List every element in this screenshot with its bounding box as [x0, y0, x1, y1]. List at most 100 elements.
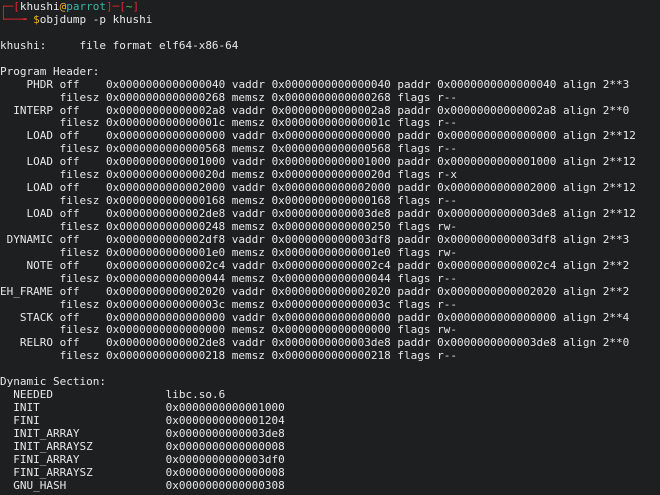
label: flags	[390, 297, 438, 311]
label: vaddr	[225, 207, 272, 220]
prompt-cwd: ~	[125, 0, 133, 13]
label: vaddr	[225, 258, 272, 272]
label: memsz	[225, 116, 272, 130]
label: memsz	[225, 245, 272, 259]
label: off	[52, 284, 106, 298]
dynamic-tag: FINI_ARRAYSZ	[13, 465, 93, 479]
command-line: └──╼ $objdump -p khushi	[0, 12, 153, 26]
paddr-value: 0x0000000000000040	[437, 77, 557, 91]
label: align	[556, 207, 603, 220]
filesz-value: 0x0000000000000218	[105, 349, 226, 363]
paddr-value: 0x0000000000000000	[437, 310, 557, 324]
dynamic-entry: GNU_HASH 0x0000000000000308	[0, 478, 660, 493]
align-value: 2**2	[602, 258, 630, 272]
segment-type: INTERP	[13, 103, 53, 117]
program-header-row: RELRO off 0x0000000000002de8 vaddr 0x000…	[0, 336, 660, 350]
dynamic-entry: INIT_ARRAY 0x0000000000003de8	[0, 427, 660, 441]
program-header-size-row: filesz 0x000000000000020d memsz 0x000000…	[0, 168, 660, 182]
vaddr-value: 0x0000000000000000	[271, 310, 391, 324]
program-header-size-row: filesz 0x0000000000000044 memsz 0x000000…	[0, 271, 660, 286]
paddr-value: 0x0000000000001000	[437, 155, 557, 169]
pad	[79, 453, 165, 466]
program-header-row: LOAD off 0x0000000000001000 vaddr 0x0000…	[0, 155, 660, 169]
pad	[0, 440, 13, 453]
pad	[0, 311, 20, 324]
program-header-row: DYNAMIC off 0x0000000000002df8 vaddr 0x0…	[0, 232, 660, 247]
label: off	[53, 129, 106, 143]
segment-type: LOAD	[26, 207, 54, 220]
filesz-value: 0x0000000000000000	[105, 323, 226, 337]
offset-value: 0x0000000000000000	[105, 129, 226, 143]
label: filesz	[0, 168, 106, 182]
label: filesz	[0, 116, 106, 130]
program-header-size-row: filesz 0x0000000000000168 memsz 0x000000…	[0, 194, 660, 208]
label: filesz	[0, 323, 106, 337]
label: paddr	[390, 310, 438, 324]
pad	[0, 207, 27, 220]
label: flags	[390, 168, 438, 182]
dynamic-value: libc.so.6	[165, 388, 226, 402]
label: paddr	[390, 103, 438, 117]
segment-type: PHDR	[26, 77, 54, 91]
memsz-value: 0x0000000000000268	[271, 90, 391, 104]
pad	[40, 401, 166, 414]
label: paddr	[390, 155, 438, 169]
offset-value: 0x00000000000002a8	[105, 103, 226, 117]
pad	[0, 259, 27, 272]
pad	[0, 427, 13, 440]
label: vaddr	[225, 284, 272, 298]
offset-value: 0x0000000000002000	[105, 181, 226, 195]
pad	[0, 78, 27, 91]
offset-value: 0x0000000000000000	[105, 310, 226, 324]
label: paddr	[390, 336, 438, 350]
pad	[0, 104, 13, 117]
filesz-value: 0x0000000000000268	[105, 90, 226, 104]
memsz-value: 0x000000000000003c	[271, 297, 391, 311]
memsz-value: 0x0000000000000000	[271, 323, 391, 337]
prompt-host: parrot	[66, 0, 106, 13]
label: paddr	[390, 284, 438, 298]
dynamic-value: 0x0000000000001000	[165, 401, 285, 415]
file-format: file format elf64-x86-64	[79, 38, 239, 52]
pad	[0, 479, 13, 492]
filesz-value: 0x000000000000001c	[105, 116, 226, 130]
program-header-size-row: filesz 0x0000000000000218 memsz 0x000000…	[0, 349, 660, 363]
memsz-value: 0x0000000000000168	[271, 194, 391, 208]
flags-value: r--	[437, 297, 457, 311]
label: off	[52, 232, 106, 246]
offset-value: 0x0000000000001000	[105, 155, 226, 169]
label: align	[556, 258, 603, 272]
program-header-title: Program Header:	[0, 64, 100, 78]
pad	[0, 129, 27, 142]
memsz-value: 0x0000000000000568	[271, 142, 391, 156]
segment-type: NOTE	[26, 258, 54, 272]
label: vaddr	[225, 129, 272, 143]
label: flags	[390, 142, 438, 156]
align-value: 2**0	[602, 103, 630, 117]
label: filesz	[0, 194, 106, 208]
flags-value: r--	[437, 142, 457, 156]
filesz-value: 0x0000000000000568	[105, 142, 226, 156]
dynamic-entry: FINI 0x0000000000001204	[0, 414, 660, 428]
filesz-value: 0x000000000000003c	[105, 297, 226, 311]
paddr-value: 0x0000000000000000	[437, 129, 557, 143]
label: paddr	[390, 258, 438, 272]
program-header-size-row: filesz 0x000000000000001c memsz 0x000000…	[0, 116, 660, 130]
offset-value: 0x0000000000002de8	[105, 336, 226, 350]
file-label: khushi:	[0, 38, 47, 52]
segment-type: EH_FRAME	[0, 284, 53, 298]
dynamic-value: 0x0000000000000308	[165, 478, 285, 492]
label: filesz	[0, 271, 106, 285]
offset-value: 0x0000000000002020	[105, 284, 226, 298]
label: align	[556, 77, 603, 91]
pad	[0, 453, 13, 466]
vaddr-value: 0x0000000000003de8	[271, 336, 391, 350]
align-value: 2**4	[602, 310, 630, 324]
filesz-value: 0x00000000000001e0	[105, 245, 226, 259]
pad	[40, 414, 166, 427]
dynamic-tag: GNU_HASH	[13, 478, 67, 492]
pad	[79, 427, 165, 440]
segment-type: LOAD	[26, 155, 54, 169]
label: filesz	[0, 297, 106, 311]
